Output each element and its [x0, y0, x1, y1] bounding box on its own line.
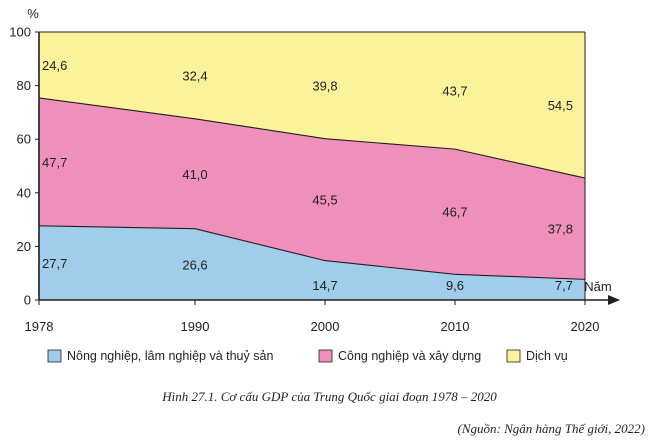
- legend-label-2: Công nghiệp và xây dựng: [338, 349, 481, 363]
- data-label-series-3: 24,6: [42, 58, 67, 73]
- chart-source: (Nguồn: Ngân hàng Thế giới, 2022): [457, 421, 646, 436]
- legend-swatch-1: [47, 349, 62, 363]
- data-label-series-2: 47,7: [42, 155, 67, 170]
- y-tick-label: 20: [17, 239, 31, 254]
- area-series-1: [39, 225, 585, 300]
- data-label-series-3: 39,8: [312, 78, 337, 93]
- x-axis-arrow: [608, 295, 620, 305]
- x-axis-unit: Năm: [584, 279, 611, 294]
- legend-label-1: Nông nghiệp, lâm nghiệp và thuỷ sản: [67, 349, 273, 363]
- legend-label-3: Dịch vụ: [526, 349, 568, 363]
- y-axis-unit: %: [27, 6, 39, 21]
- data-label-series-1: 27,7: [42, 256, 67, 271]
- y-tick-label: 40: [17, 185, 31, 200]
- data-label-series-1: 7,7: [555, 278, 573, 293]
- y-tick-label: 0: [24, 293, 31, 308]
- gdp-structure-chart: 0 20 40 60 80 100% Năm 1978 1990 2000 2010 2020 27,7…: [9, 6, 620, 363]
- x-tick-label: 1978: [25, 319, 54, 334]
- legend-swatch-2: [318, 349, 333, 363]
- y-tick-label: 60: [17, 132, 31, 147]
- chart-caption: Hình 27.1. Cơ cấu GDP của Trung Quốc gia…: [162, 389, 497, 404]
- boundary-line-2: [38, 97, 586, 179]
- data-label-series-3: 54,5: [548, 98, 573, 113]
- area-series-3: [39, 32, 585, 179]
- x-tick-label: 2000: [311, 319, 340, 334]
- data-label-series-2: 37,8: [548, 222, 573, 237]
- y-tick-label: 80: [17, 78, 31, 93]
- area-series-2: [39, 97, 585, 280]
- data-label-series-3: 32,4: [182, 68, 207, 83]
- x-tick-label: 2020: [571, 319, 600, 334]
- boundary-line-1: [38, 225, 586, 280]
- data-label-series-1: 14,7: [312, 278, 337, 293]
- y-tick-label: 100: [9, 25, 31, 40]
- data-label-series-3: 43,7: [442, 84, 467, 99]
- data-label-series-1: 26,6: [182, 257, 207, 272]
- data-label-series-2: 46,7: [442, 205, 467, 220]
- legend-swatch-3: [506, 349, 521, 363]
- x-tick-label: 1990: [181, 319, 210, 334]
- x-tick-label: 2010: [441, 319, 470, 334]
- data-label-series-2: 41,0: [182, 167, 207, 182]
- data-label-series-2: 45,5: [312, 193, 337, 208]
- data-label-series-1: 9,6: [446, 278, 464, 293]
